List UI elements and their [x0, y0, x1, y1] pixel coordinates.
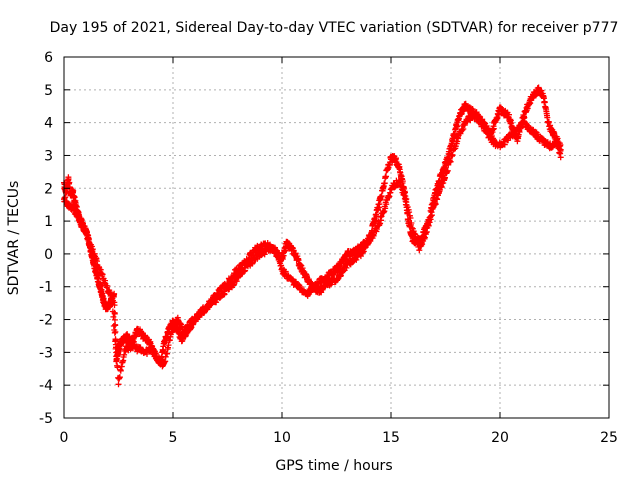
y-tick-label: -5	[39, 411, 53, 427]
data-marker-trace	[61, 84, 564, 367]
chart-title: Day 195 of 2021, Sidereal Day-to-day VTE…	[50, 20, 619, 36]
y-tick-label: -1	[39, 280, 53, 296]
y-tick-label: -3	[39, 345, 53, 361]
data-marker-trace	[61, 111, 564, 388]
y-tick-label: 0	[44, 247, 53, 263]
x-tick-label: 10	[273, 430, 291, 446]
y-tick-label: 4	[44, 116, 53, 132]
x-tick-label: 5	[169, 430, 178, 446]
data-points	[61, 84, 564, 388]
plot-border	[63, 56, 610, 419]
y-tick-label: -2	[39, 313, 53, 329]
x-tick-label: 0	[60, 430, 69, 446]
x-axis-ticks: 0 5 10 15 20 25	[60, 57, 618, 446]
x-tick-label: 25	[600, 430, 618, 446]
x-tick-label: 20	[491, 430, 509, 446]
y-tick-label: 3	[44, 148, 53, 164]
y-tick-label: 5	[44, 83, 53, 99]
x-axis-label: GPS time / hours	[275, 458, 392, 474]
y-tick-label: 6	[44, 50, 53, 66]
x-tick-label: 15	[382, 430, 400, 446]
y-tick-label: -4	[39, 378, 53, 394]
y-tick-label: 2	[44, 181, 53, 197]
y-tick-label: 1	[44, 214, 53, 230]
y-axis-ticks: -5 -4 -3 -2 -1 0 1 2 3 4 5 6	[39, 50, 609, 427]
y-axis-label: SDTVAR / TECUs	[6, 181, 22, 296]
